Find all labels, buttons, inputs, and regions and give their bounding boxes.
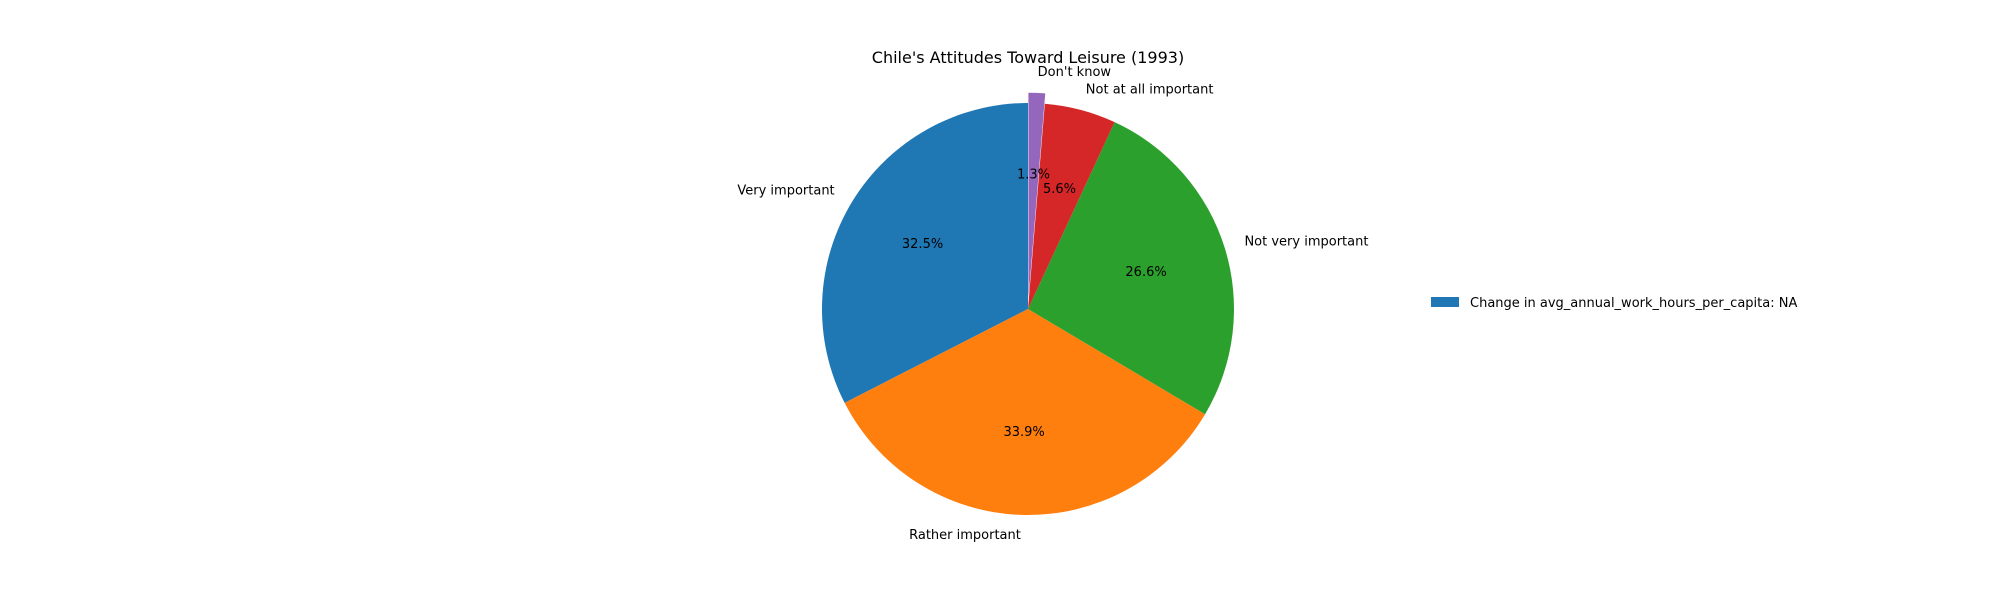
slice-label: Not very important bbox=[1244, 234, 1368, 249]
slice-percent-label: 1.3% bbox=[1017, 168, 1050, 183]
slice-label: Rather important bbox=[909, 528, 1021, 543]
pie-slice-don-t-know bbox=[1028, 92, 1046, 299]
legend-label: Change in avg_annual_work_hours_per_capi… bbox=[1470, 296, 1797, 311]
pie-slice-not-at-all-important bbox=[1028, 103, 1115, 309]
pie-slice-very-important bbox=[822, 103, 1028, 403]
slice-percent-label: 26.6% bbox=[1125, 265, 1166, 280]
chart-title: Chile's Attitudes Toward Leisure (1993) bbox=[872, 48, 1184, 67]
slice-percent-label: 32.5% bbox=[902, 237, 943, 252]
pie-slices bbox=[822, 92, 1235, 515]
slice-label: Very important bbox=[737, 183, 834, 198]
slice-percent-label: 5.6% bbox=[1043, 182, 1076, 197]
pie-slice-rather-important bbox=[844, 309, 1206, 515]
pie-slice-not-very-important bbox=[1028, 122, 1235, 415]
slice-label: Don't know bbox=[1038, 65, 1112, 80]
legend-swatch bbox=[1431, 297, 1459, 307]
legend: Change in avg_annual_work_hours_per_capi… bbox=[1431, 296, 1797, 311]
slice-label: Not at all important bbox=[1086, 82, 1214, 97]
pie-labels: Very important 32.5% Rather important 33.9%… bbox=[737, 65, 1368, 543]
slice-percent-label: 33.9% bbox=[1003, 425, 1044, 440]
